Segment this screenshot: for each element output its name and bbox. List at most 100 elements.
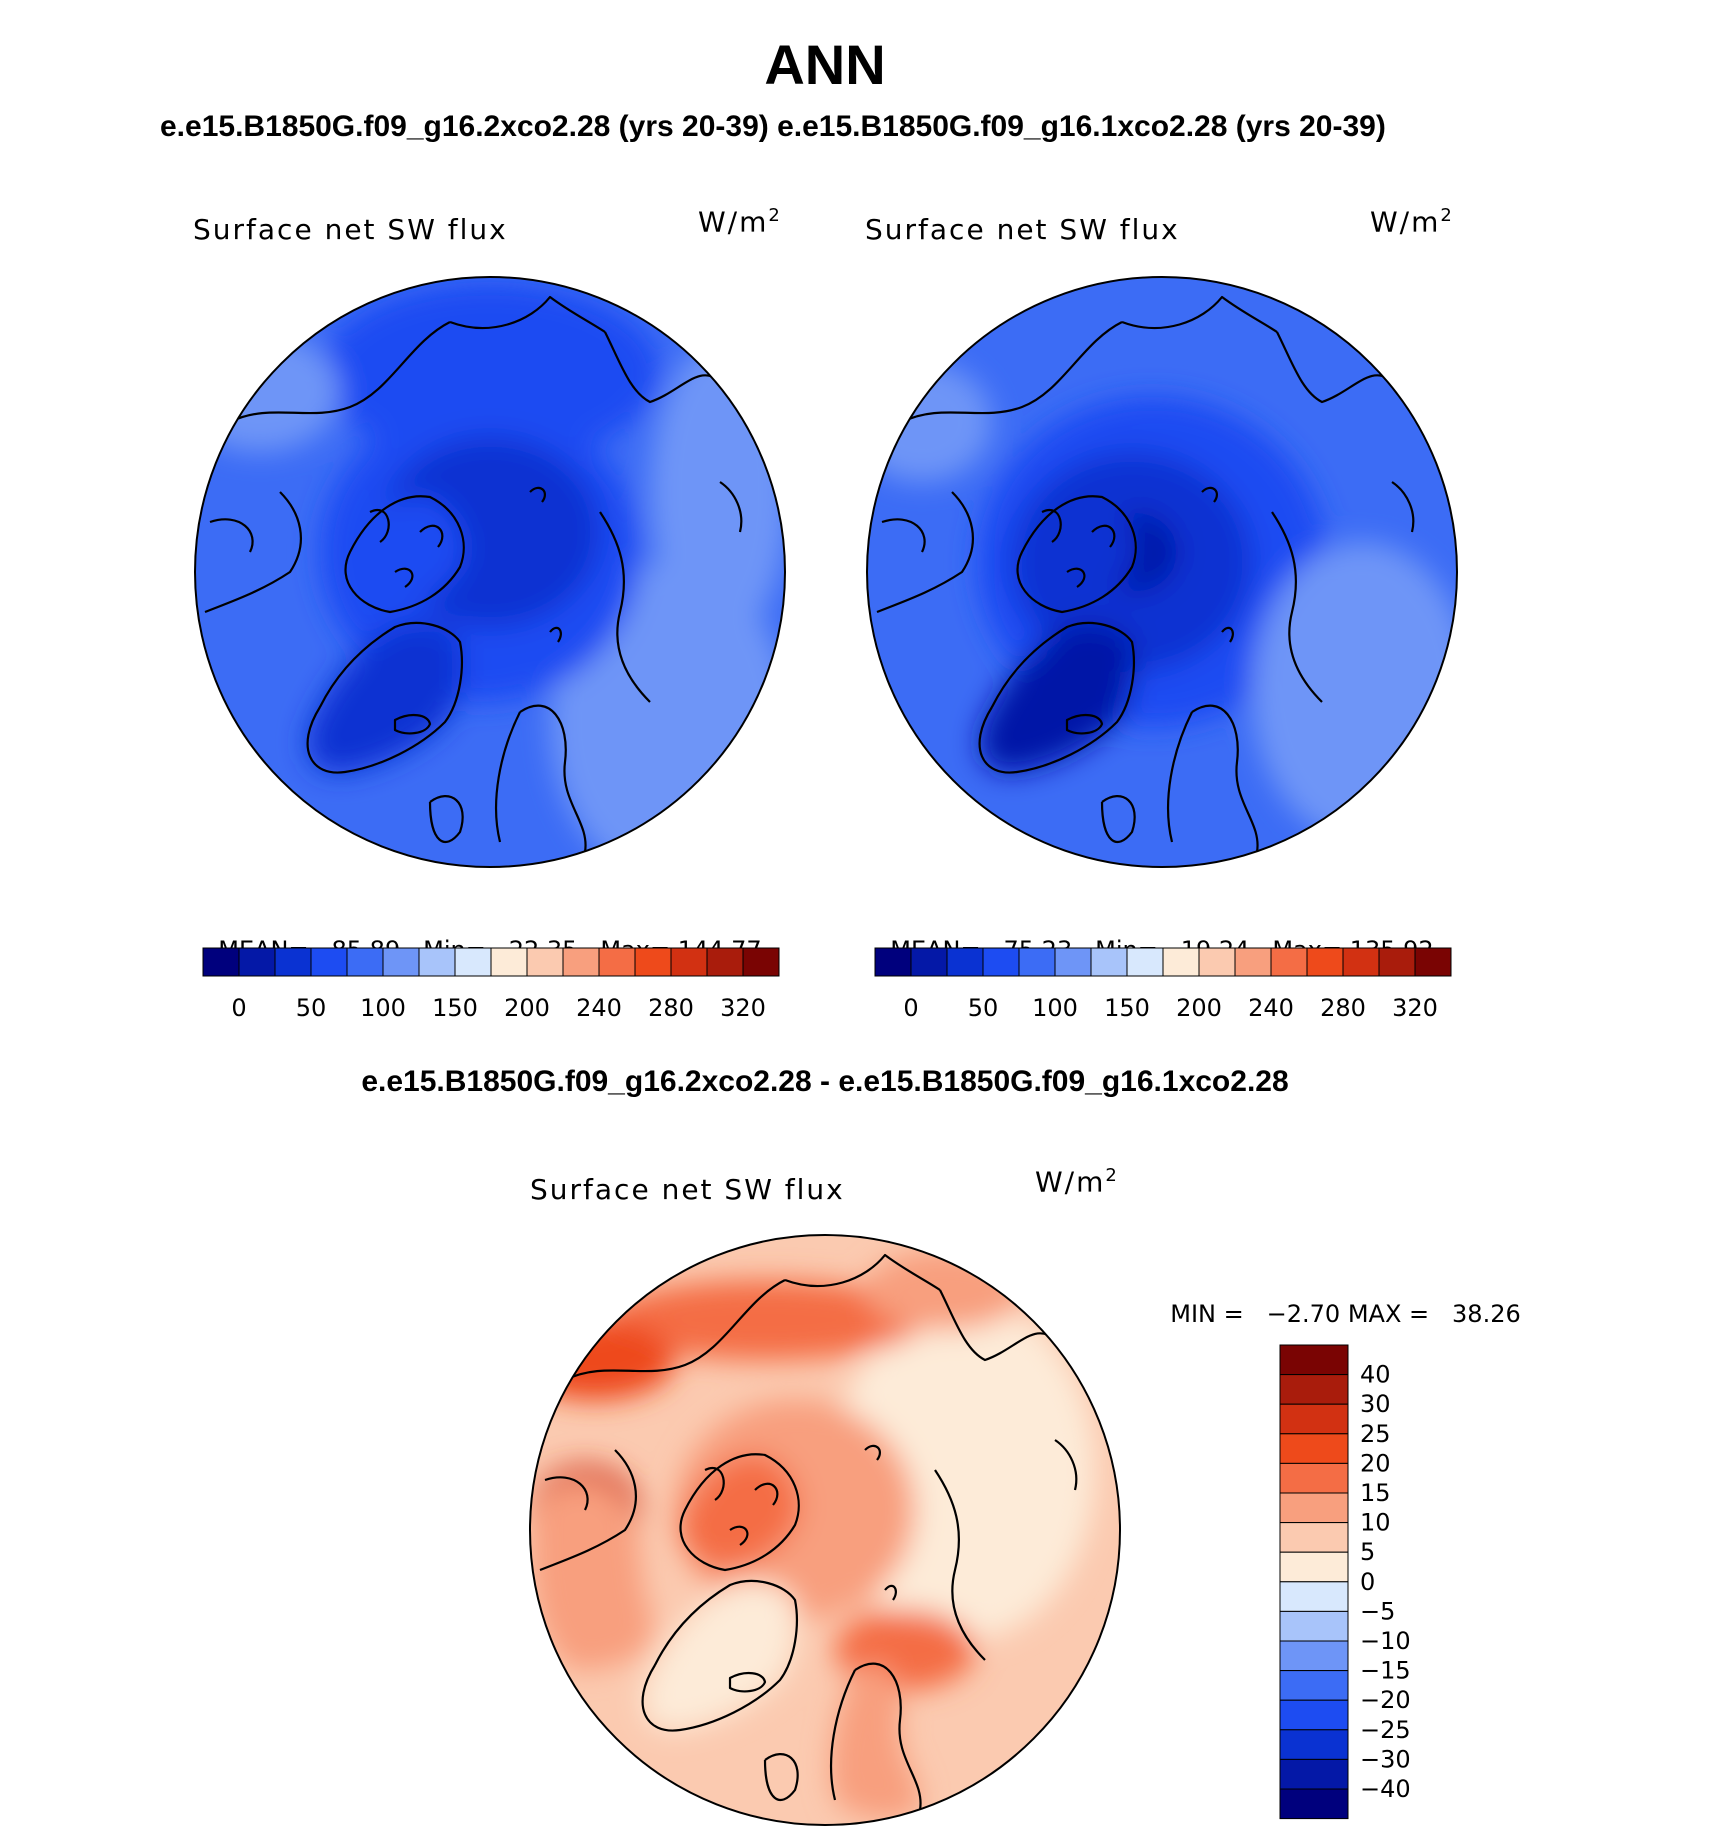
- panel3-stats: MIN = −2.70 MAX = 38.26: [1155, 1272, 1520, 1328]
- colorbar-swatch: [742, 947, 780, 977]
- field-contour: [642, 1580, 797, 1731]
- coastline: [1201, 486, 1218, 503]
- field-contour: [320, 282, 660, 462]
- colorbar-tick-label: 40: [1360, 1361, 1391, 1389]
- panel3-max-label: MAX =: [1347, 1300, 1430, 1328]
- colorbar-swatch: [1279, 1758, 1349, 1790]
- coastline: [599, 511, 651, 703]
- coastline: [539, 1449, 637, 1572]
- coastline: [829, 1669, 856, 1801]
- coastline: [544, 1476, 589, 1511]
- field-contour: [1252, 542, 1457, 842]
- coastline: [1041, 508, 1062, 543]
- colorbar-swatch: [238, 947, 276, 977]
- colorbar-tick-label: −15: [1360, 1657, 1411, 1685]
- coastline: [1121, 295, 1278, 333]
- colorbar-swatch: [1162, 947, 1200, 977]
- colorbar-swatch: [706, 947, 744, 977]
- colorbar-tick-label: 20: [1360, 1449, 1391, 1477]
- colorbar-swatch: [1279, 1403, 1349, 1435]
- coastline: [419, 524, 444, 548]
- colorbar-tick-label: 50: [296, 994, 327, 1022]
- colorbar-swatch: [1279, 1551, 1349, 1583]
- coastline: [641, 1580, 798, 1732]
- colorbar-swatch: [382, 947, 420, 977]
- coastline: [1054, 1439, 1078, 1491]
- colorbar-swatch: [1279, 1610, 1349, 1642]
- panel3-min-value: −2.70: [1266, 1300, 1341, 1328]
- field-contour: [605, 1280, 925, 1360]
- coastline: [978, 622, 1135, 774]
- colorbar-tick-label: 100: [1032, 994, 1078, 1022]
- coastline: [306, 622, 463, 774]
- coastline: [784, 1253, 941, 1291]
- coastline: [881, 518, 926, 553]
- colorbar-swatch: [982, 947, 1020, 977]
- colorbar-swatch: [346, 947, 384, 977]
- colorbar-tick-label: 200: [504, 994, 550, 1022]
- colorbar-swatch: [1279, 1581, 1349, 1612]
- colorbar-tick-label: 5: [1360, 1538, 1375, 1566]
- colorbar-tick-label: 320: [720, 994, 766, 1022]
- colorbar-tick-label: 30: [1360, 1390, 1391, 1418]
- colorbar-tick-label: −30: [1360, 1745, 1411, 1773]
- coastline: [729, 1525, 749, 1546]
- panel2-colorbar: 0 50 100 150 200 240 280 320: [874, 947, 1452, 1022]
- field-contour: [865, 1250, 1025, 1330]
- panel1-colorbar: 0 50 100 150 200 240 280 320: [202, 947, 780, 1022]
- coastline: [854, 1662, 922, 1811]
- coastline: [449, 295, 606, 333]
- map-boundary: [194, 276, 786, 868]
- colorbar-tick-label: −40: [1360, 1775, 1411, 1803]
- coastline: [549, 626, 562, 643]
- colorbar-tick-label: 240: [576, 994, 622, 1022]
- coastline: [901, 321, 1123, 423]
- colorbar-tick-label: 0: [903, 994, 918, 1022]
- colorbar-swatch: [1279, 1788, 1349, 1820]
- colorbar-tick-label: −25: [1360, 1716, 1411, 1744]
- colorbar-swatch: [454, 947, 492, 977]
- colorbar-swatch: [1279, 1492, 1349, 1524]
- colorbar-tick-label: 240: [1248, 994, 1294, 1022]
- colorbar-tick-label: 100: [360, 994, 406, 1022]
- field-contour: [979, 622, 1134, 773]
- panel2-variable-title: Surface net SW flux: [865, 213, 1180, 246]
- colorbar-swatch: [1279, 1699, 1349, 1731]
- coastline: [1016, 495, 1137, 614]
- colorbar-swatch: [1279, 1344, 1349, 1376]
- colorbar-swatch: [946, 947, 984, 977]
- colorbar-swatch: [1126, 947, 1164, 977]
- panel1-variable-title: Surface net SW flux: [193, 213, 508, 246]
- coastline: [1221, 626, 1234, 643]
- colorbar-tick-label: 50: [968, 994, 999, 1022]
- colorbar-swatch: [1279, 1729, 1349, 1760]
- coastline: [428, 795, 464, 843]
- panel1-units: W/m2: [698, 205, 782, 239]
- panel2-units: W/m2: [1370, 205, 1454, 239]
- colorbar-swatch: [1342, 947, 1380, 977]
- colorbar-tick-label: 280: [648, 994, 694, 1022]
- colorbar-tick-label: 150: [432, 994, 478, 1022]
- coastline: [1271, 511, 1323, 703]
- field-contour: [530, 1320, 675, 1400]
- colorbar-swatch: [1279, 1462, 1349, 1494]
- colorbar-swatch: [418, 947, 456, 977]
- colorbar-tick-label: 0: [1360, 1568, 1375, 1596]
- colorbar-tick-label: 25: [1360, 1420, 1391, 1448]
- coastline: [704, 1466, 725, 1501]
- colorbar-swatch: [562, 947, 600, 977]
- coastline: [1191, 704, 1259, 853]
- colorbar-swatch: [1279, 1670, 1349, 1701]
- coastline: [394, 567, 414, 588]
- field-contour: [867, 362, 992, 482]
- difference-title: e.e15.B1850G.f09_g16.2xco2.28 - e.e15.B1…: [361, 1065, 1289, 1098]
- colorbar-swatch: [202, 947, 240, 977]
- colorbar-swatch: [1234, 947, 1272, 977]
- coastline: [763, 1753, 799, 1801]
- colorbar-swatch: [1279, 1433, 1349, 1464]
- figure-title: ANN: [764, 33, 886, 96]
- field-contour: [531, 1479, 654, 1670]
- coastline: [229, 321, 451, 423]
- colorbar-swatch: [1198, 947, 1236, 977]
